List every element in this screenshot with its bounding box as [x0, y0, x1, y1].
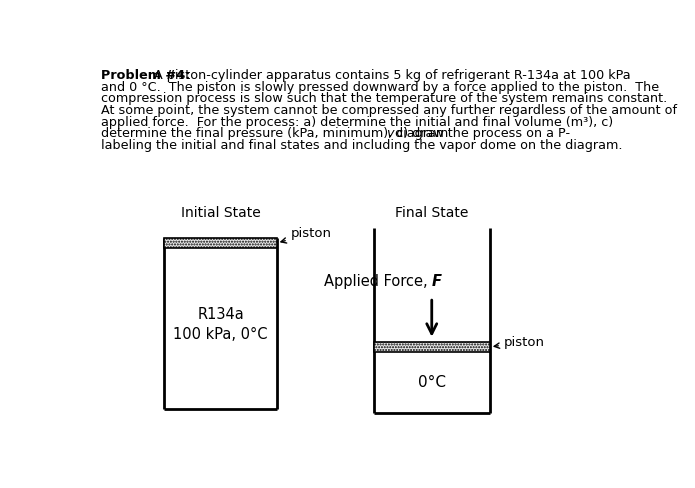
- Text: piston: piston: [494, 336, 545, 349]
- Text: applied force.  For the process: a) determine the initial and final volume (m³),: applied force. For the process: a) deter…: [101, 116, 613, 128]
- Text: A piston-cylinder apparatus contains 5 kg of refrigerant R-134a at 100 kPa: A piston-cylinder apparatus contains 5 k…: [149, 69, 630, 82]
- Text: Problem #4:: Problem #4:: [101, 69, 190, 82]
- Text: R134a: R134a: [197, 307, 244, 322]
- Bar: [374, 342, 490, 352]
- Text: At some point, the system cannot be compressed any further regardless of the amo: At some point, the system cannot be comp…: [101, 104, 677, 117]
- Text: diagram: diagram: [391, 127, 448, 140]
- Text: Applied Force,: Applied Force,: [323, 274, 432, 289]
- Text: and 0 °C.  The piston is slowly pressed downward by a force applied to the pisto: and 0 °C. The piston is slowly pressed d…: [101, 81, 659, 94]
- Text: F: F: [432, 274, 442, 289]
- Text: labeling the initial and final states and including the vapor dome on the diagra: labeling the initial and final states an…: [101, 139, 622, 152]
- Text: 0°C: 0°C: [418, 375, 445, 390]
- Text: piston: piston: [281, 227, 332, 243]
- Text: v: v: [386, 127, 394, 140]
- Bar: [165, 238, 277, 248]
- Text: Final State: Final State: [395, 206, 468, 220]
- Text: Initial State: Initial State: [181, 206, 261, 220]
- Text: 100 kPa, 0°C: 100 kPa, 0°C: [173, 327, 268, 342]
- Text: determine the final pressure (kPa, minimum), c) draw the process on a P-: determine the final pressure (kPa, minim…: [101, 127, 570, 140]
- Text: compression process is slow such that the temperature of the system remains cons: compression process is slow such that th…: [101, 92, 667, 105]
